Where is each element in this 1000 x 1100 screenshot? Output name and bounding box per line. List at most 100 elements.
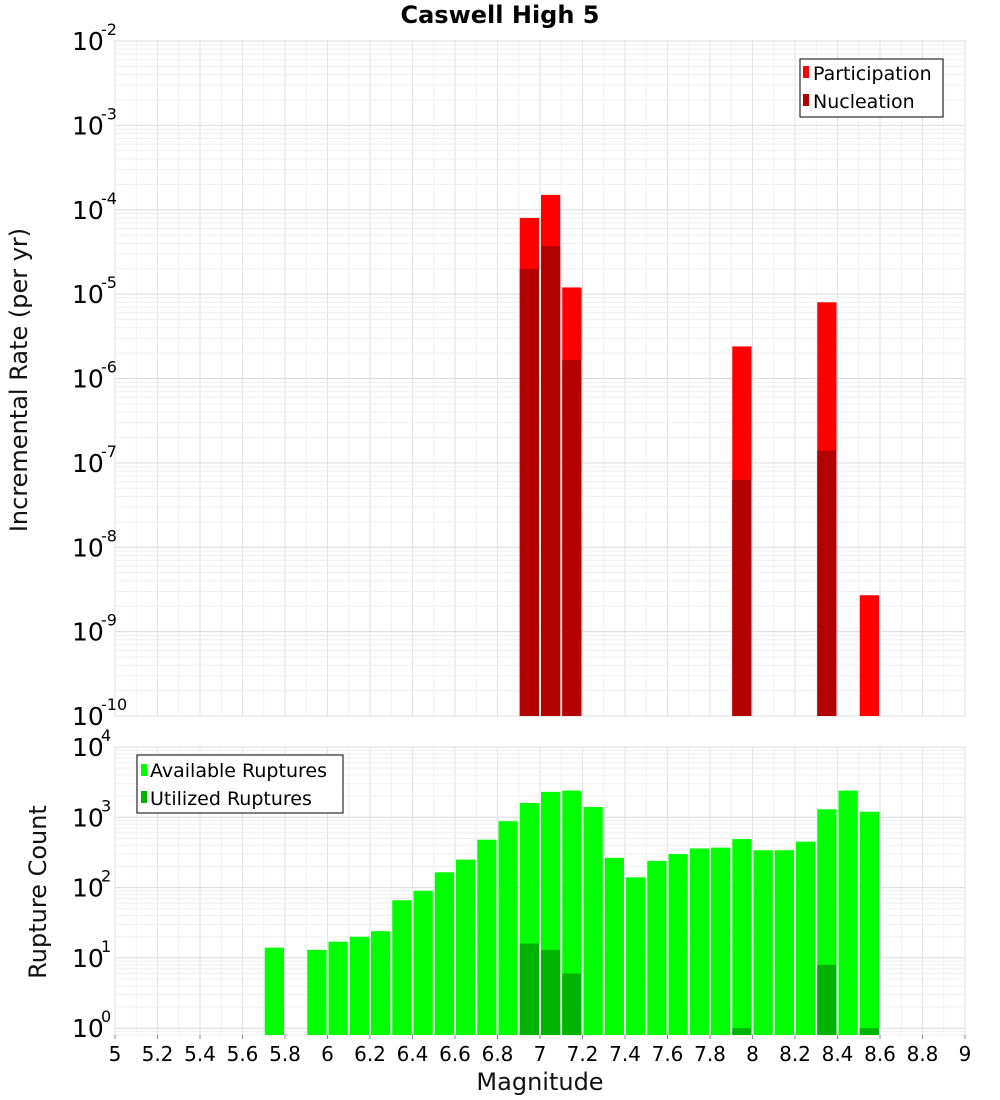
x-tick-label: 5.6 bbox=[227, 1042, 259, 1066]
y-tick-label: 10 bbox=[72, 280, 104, 309]
y-tick-exponent: -7 bbox=[101, 442, 117, 461]
x-tick-label: 6.4 bbox=[397, 1042, 429, 1066]
bar-nucleation bbox=[817, 450, 837, 716]
x-tick-label: 5.2 bbox=[142, 1042, 174, 1066]
bar-available-ruptures bbox=[264, 947, 284, 1035]
bar-nucleation bbox=[519, 268, 539, 716]
y-tick-exponent: -5 bbox=[101, 273, 117, 292]
y-tick-label: 10 bbox=[72, 449, 104, 478]
top-y-axis-label: Incremental Rate (per yr) bbox=[5, 228, 33, 532]
bar-available-ruptures bbox=[413, 890, 433, 1035]
bottom-y-axis-label: Rupture Count bbox=[24, 805, 52, 979]
bar-utilized-ruptures bbox=[562, 973, 582, 1035]
y-tick-exponent: 0 bbox=[101, 1007, 111, 1026]
y-tick-label: 10 bbox=[72, 533, 104, 562]
y-tick-exponent: 4 bbox=[101, 726, 111, 745]
bar-available-ruptures bbox=[604, 857, 624, 1035]
bottom-x-ticks: 5 5.2 5.4 5.6 5.8 6 6.2 6.4 6.6 6.8 7 7.2 7.4 7.6 7.8 8… bbox=[109, 1035, 971, 1066]
bottom-legend-box bbox=[136, 754, 344, 814]
legend-label-nucleation: Nucleation bbox=[813, 91, 915, 113]
top-grid bbox=[114, 40, 966, 717]
bar-utilized-ruptures bbox=[541, 949, 561, 1035]
y-tick-exponent: -4 bbox=[101, 189, 117, 208]
legend-label-utilized: Utilized Ruptures bbox=[150, 788, 312, 810]
legend-swatch-participation bbox=[803, 66, 809, 78]
bar-available-ruptures bbox=[753, 850, 773, 1035]
x-tick-label: 5.8 bbox=[269, 1042, 301, 1066]
top-bars bbox=[519, 194, 879, 716]
bar-available-ruptures bbox=[859, 811, 879, 1035]
bar-available-ruptures bbox=[796, 841, 816, 1035]
y-tick-label: 10 bbox=[72, 1014, 104, 1043]
x-tick-label: 6.2 bbox=[354, 1042, 386, 1066]
x-tick-label: 8.4 bbox=[822, 1042, 854, 1066]
bar-available-ruptures bbox=[328, 941, 348, 1035]
y-tick-exponent: -10 bbox=[101, 695, 127, 714]
bar-available-ruptures bbox=[626, 877, 646, 1035]
bar-available-ruptures bbox=[349, 936, 369, 1035]
y-tick-label: 10 bbox=[72, 111, 104, 140]
y-tick-label: 10 bbox=[72, 618, 104, 647]
bar-nucleation bbox=[562, 360, 582, 716]
bar-participation bbox=[859, 595, 879, 716]
bar-available-ruptures bbox=[711, 847, 731, 1035]
bar-available-ruptures bbox=[434, 872, 454, 1035]
bar-available-ruptures bbox=[732, 839, 752, 1035]
chart-title: Caswell High 5 bbox=[401, 1, 600, 29]
bar-available-ruptures bbox=[456, 859, 476, 1035]
top-y-ticks: 10-210-310-410-510-610-710-810-910-10 bbox=[72, 20, 127, 731]
bar-available-ruptures bbox=[838, 790, 858, 1035]
y-tick-label: 10 bbox=[72, 733, 104, 762]
x-tick-label: 8.6 bbox=[864, 1042, 896, 1066]
y-tick-label: 10 bbox=[72, 874, 104, 903]
x-axis-label: Magnitude bbox=[476, 1068, 603, 1096]
x-tick-label: 8.2 bbox=[779, 1042, 811, 1066]
y-tick-label: 10 bbox=[72, 27, 104, 56]
x-tick-label: 7 bbox=[534, 1042, 547, 1066]
x-tick-label: 5 bbox=[109, 1042, 122, 1066]
bottom-bars bbox=[264, 790, 879, 1035]
x-tick-label: 8.8 bbox=[907, 1042, 939, 1066]
bottom-legend: Available Ruptures Utilized Ruptures bbox=[136, 754, 344, 814]
y-tick-label: 10 bbox=[72, 702, 104, 731]
x-tick-label: 6.6 bbox=[439, 1042, 471, 1066]
bar-nucleation bbox=[541, 246, 561, 716]
bar-available-ruptures bbox=[647, 860, 667, 1035]
legend-label-participation: Participation bbox=[813, 63, 932, 85]
y-tick-exponent: 2 bbox=[101, 867, 111, 886]
legend-swatch-available bbox=[141, 764, 147, 776]
bar-utilized-ruptures bbox=[817, 964, 837, 1035]
x-tick-label: 7.6 bbox=[652, 1042, 684, 1066]
legend-swatch-nucleation bbox=[803, 94, 809, 106]
x-tick-label: 8 bbox=[746, 1042, 759, 1066]
y-tick-label: 10 bbox=[72, 196, 104, 225]
top-legend-box bbox=[799, 58, 944, 118]
y-tick-exponent: -9 bbox=[101, 611, 117, 630]
x-tick-label: 6.8 bbox=[482, 1042, 514, 1066]
x-tick-label: 7.4 bbox=[609, 1042, 641, 1066]
bar-available-ruptures bbox=[392, 900, 412, 1035]
y-tick-label: 10 bbox=[72, 365, 104, 394]
top-legend: Participation Nucleation bbox=[799, 58, 944, 118]
x-tick-label: 6 bbox=[321, 1042, 334, 1066]
bar-available-ruptures bbox=[498, 821, 518, 1035]
y-tick-exponent: -8 bbox=[101, 526, 117, 545]
y-tick-label: 10 bbox=[72, 944, 104, 973]
bar-utilized-ruptures bbox=[519, 943, 539, 1035]
legend-swatch-utilized bbox=[141, 791, 147, 803]
legend-label-available: Available Ruptures bbox=[150, 760, 327, 782]
bar-nucleation bbox=[732, 479, 752, 716]
bar-available-ruptures bbox=[689, 848, 709, 1035]
y-tick-exponent: -6 bbox=[101, 358, 117, 377]
x-tick-label: 7.2 bbox=[567, 1042, 599, 1066]
y-tick-exponent: -2 bbox=[101, 20, 117, 39]
y-tick-exponent: 3 bbox=[101, 796, 111, 815]
bar-available-ruptures bbox=[307, 949, 327, 1035]
bar-utilized-ruptures bbox=[732, 1028, 752, 1035]
y-tick-exponent: 1 bbox=[101, 937, 111, 956]
top-panel: 10-210-310-410-510-610-710-810-910-10 In… bbox=[5, 20, 966, 731]
bar-available-ruptures bbox=[668, 854, 688, 1035]
